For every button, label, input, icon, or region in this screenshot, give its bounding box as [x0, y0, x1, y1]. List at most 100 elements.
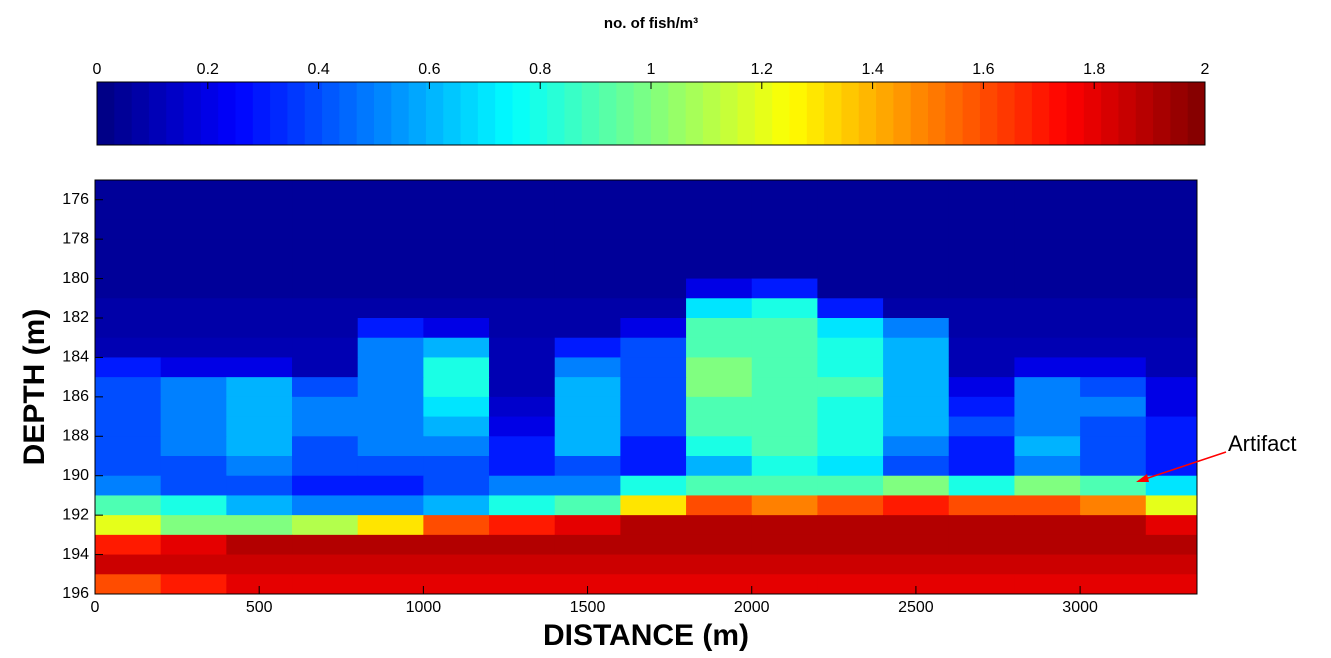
heat-cell	[686, 219, 753, 240]
colorbar-tick-label: 1.4	[861, 61, 883, 78]
x-tick-label: 1500	[570, 599, 606, 616]
heat-cell	[817, 416, 884, 437]
heat-cell	[160, 495, 227, 516]
heat-cell	[817, 554, 884, 575]
heat-cell	[554, 318, 621, 339]
heat-cell	[292, 298, 359, 319]
heat-cell	[1145, 318, 1198, 339]
heat-cell	[751, 416, 818, 437]
colorbar-swatch	[1135, 82, 1154, 145]
heat-cell	[1145, 456, 1198, 477]
heat-cell	[292, 337, 359, 358]
heat-cell	[554, 534, 621, 556]
heat-cell	[1080, 534, 1147, 556]
colorbar-tick-label: 1	[647, 61, 656, 78]
heat-cell	[95, 416, 162, 437]
heat-cell	[1080, 554, 1147, 575]
heat-cell	[1080, 180, 1147, 201]
y-tick-label: 188	[62, 428, 89, 445]
heat-cell	[1145, 377, 1198, 398]
heat-cell	[423, 318, 490, 339]
heat-cell	[1145, 337, 1198, 358]
plot-frame	[94, 179, 1198, 595]
colorbar-swatch	[858, 82, 877, 145]
heat-cell	[1080, 574, 1147, 595]
heat-cell	[1014, 396, 1081, 418]
heat-cell	[751, 199, 818, 220]
heat-cell	[686, 534, 753, 556]
heat-cell	[620, 239, 687, 260]
heat-cell	[1145, 199, 1198, 220]
heat-cell	[554, 456, 621, 477]
heat-cell	[751, 515, 818, 536]
heat-cell	[357, 180, 424, 201]
colorbar-swatch	[97, 82, 115, 145]
heat-cell	[948, 515, 1015, 536]
x-tick-label: 2500	[898, 599, 934, 616]
heat-cell	[95, 436, 162, 457]
colorbar-swatch	[945, 82, 964, 145]
heat-cell	[554, 239, 621, 260]
heat-cell	[620, 475, 687, 496]
colorbar-tick-label: 0.6	[418, 61, 440, 78]
heat-cell	[883, 337, 950, 358]
heat-cell	[95, 377, 162, 398]
colorbar-swatch	[1153, 82, 1171, 145]
heat-cell	[95, 534, 162, 556]
colorbar-swatch	[1014, 82, 1033, 145]
heat-cell	[948, 456, 1015, 477]
heat-cell	[686, 357, 753, 378]
colorbar-swatch	[1170, 82, 1189, 145]
heat-cell	[1014, 475, 1081, 496]
heat-cell	[1145, 554, 1198, 575]
heat-cell	[95, 199, 162, 220]
heat-cell	[686, 318, 753, 339]
annotation: Artifact	[1228, 431, 1296, 456]
heat-cell	[1014, 436, 1081, 457]
heat-cell	[817, 475, 884, 496]
y-tick-label: 178	[62, 230, 89, 247]
heat-cell	[423, 337, 490, 358]
heat-cell	[751, 258, 818, 280]
heat-cell	[226, 337, 293, 358]
heat-cell	[751, 180, 818, 201]
heat-cell	[817, 436, 884, 457]
heat-cell	[751, 396, 818, 418]
colorbar-swatch	[772, 82, 790, 145]
heat-cell	[883, 298, 950, 319]
colorbar-swatch	[356, 82, 375, 145]
heat-cell	[292, 554, 359, 575]
heat-cell	[817, 318, 884, 339]
heat-cell	[620, 377, 687, 398]
heat-cell	[95, 456, 162, 477]
heat-cell	[1014, 377, 1081, 398]
x-tick-label: 500	[246, 599, 273, 616]
heat-cell	[226, 574, 293, 595]
heat-cell	[751, 554, 818, 575]
colorbar-swatch	[633, 82, 652, 145]
colorbar-swatch	[581, 82, 600, 145]
colorbar-swatch	[443, 82, 462, 145]
heat-cell	[95, 515, 162, 536]
heat-cell	[1080, 357, 1147, 378]
heat-cell	[292, 515, 359, 536]
heat-cell	[160, 534, 227, 556]
heat-cell	[1080, 298, 1147, 319]
heat-cell	[948, 495, 1015, 516]
colorbar-swatch	[218, 82, 236, 145]
colorbar-tick-label: 2	[1201, 61, 1210, 78]
heat-cell	[1080, 219, 1147, 240]
heat-cell	[620, 258, 687, 280]
heat-cell	[948, 199, 1015, 220]
heat-cell	[292, 219, 359, 240]
heat-cell	[489, 258, 556, 280]
heat-cell	[817, 180, 884, 201]
heat-cell	[357, 298, 424, 319]
heat-cell	[948, 298, 1015, 319]
heat-cell	[292, 436, 359, 457]
heat-cell	[160, 278, 227, 299]
heat-cell	[883, 357, 950, 378]
heat-cell	[554, 574, 621, 595]
heat-cell	[1080, 239, 1147, 260]
heat-cell	[686, 278, 753, 299]
